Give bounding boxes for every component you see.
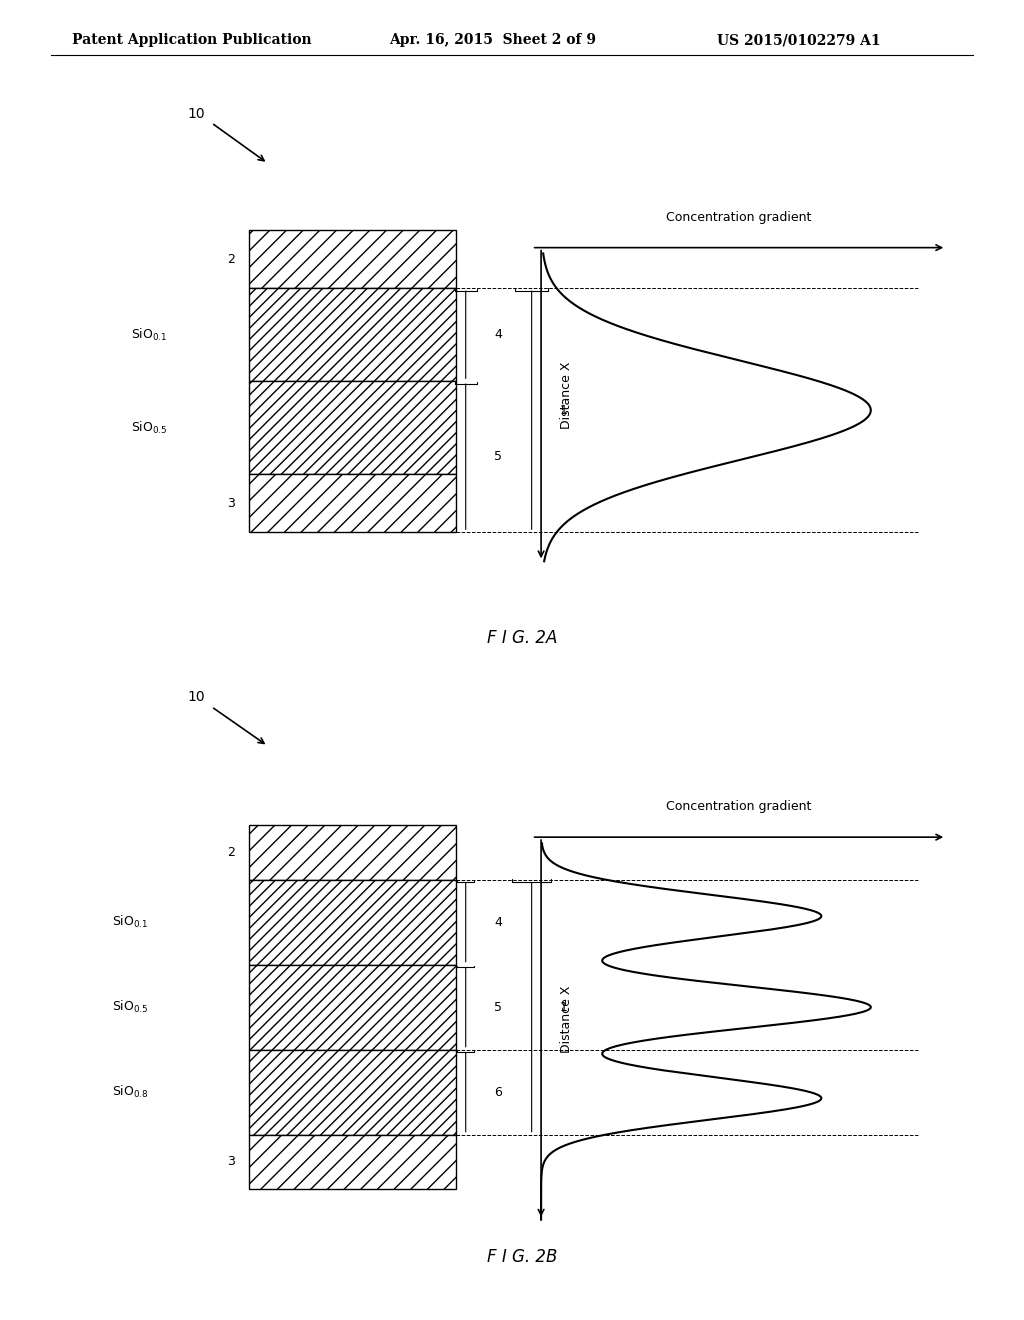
Text: Distance X: Distance X	[560, 986, 572, 1053]
Bar	[249, 965, 457, 1049]
Bar	[249, 381, 457, 474]
Text: 4: 4	[494, 329, 502, 342]
Text: 1: 1	[560, 404, 567, 417]
Text: 2: 2	[227, 252, 234, 265]
Text: SiO$_{0.5}$: SiO$_{0.5}$	[131, 420, 168, 436]
Text: US 2015/0102279 A1: US 2015/0102279 A1	[717, 33, 881, 48]
Bar	[249, 1049, 457, 1135]
Text: F I G. 2B: F I G. 2B	[487, 1249, 557, 1266]
Text: Concentration gradient: Concentration gradient	[667, 211, 812, 224]
Text: 10: 10	[187, 690, 206, 705]
Text: 4: 4	[494, 916, 502, 929]
Text: 6: 6	[494, 1085, 502, 1098]
Text: 1: 1	[560, 1001, 567, 1014]
Text: 10: 10	[187, 107, 206, 121]
Text: Concentration gradient: Concentration gradient	[667, 800, 812, 813]
Text: Distance X: Distance X	[560, 362, 572, 429]
Text: 2: 2	[227, 846, 234, 859]
Text: SiO$_{0.5}$: SiO$_{0.5}$	[113, 999, 148, 1015]
Text: SiO$_{0.1}$: SiO$_{0.1}$	[113, 915, 148, 931]
Text: Patent Application Publication: Patent Application Publication	[72, 33, 311, 48]
Bar	[249, 230, 457, 288]
Text: Apr. 16, 2015  Sheet 2 of 9: Apr. 16, 2015 Sheet 2 of 9	[389, 33, 596, 48]
Text: 5: 5	[494, 1001, 502, 1014]
Text: SiO$_{0.8}$: SiO$_{0.8}$	[113, 1084, 148, 1100]
Bar	[249, 1135, 457, 1189]
Bar	[249, 879, 457, 965]
Text: 3: 3	[227, 1155, 234, 1168]
Text: SiO$_{0.1}$: SiO$_{0.1}$	[131, 327, 168, 343]
Text: 3: 3	[227, 496, 234, 510]
Text: F I G. 2A: F I G. 2A	[487, 628, 557, 647]
Text: 5: 5	[494, 450, 502, 463]
Bar	[249, 288, 457, 381]
Bar	[249, 825, 457, 879]
Bar	[249, 474, 457, 532]
